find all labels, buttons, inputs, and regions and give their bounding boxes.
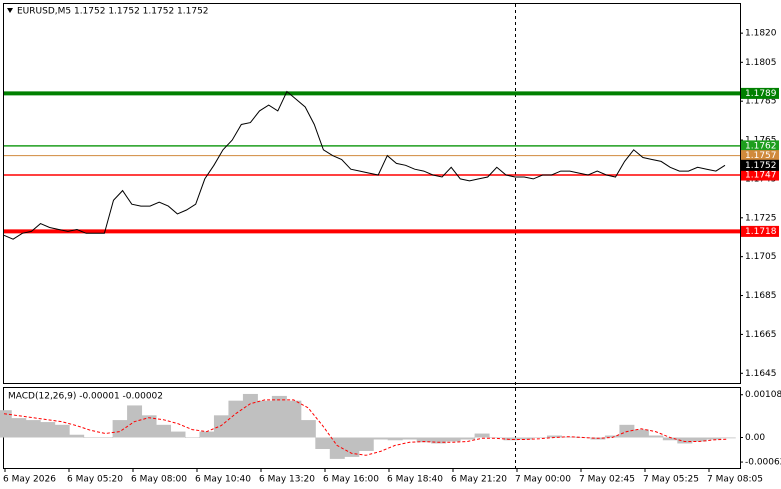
current-price-label: 1.1752 bbox=[745, 161, 777, 171]
y-tick-label: 1.1785 bbox=[745, 97, 777, 107]
macd-bar bbox=[474, 433, 490, 438]
current-price-box bbox=[741, 159, 779, 171]
macd-bar bbox=[199, 431, 215, 438]
macd-bar bbox=[445, 437, 461, 442]
chart-title: EURUSD,M5 1.1752 1.1752 1.1752 1.1752 bbox=[17, 7, 209, 17]
x-tick-label: 6 May 18:40 bbox=[387, 475, 443, 485]
macd-bar bbox=[271, 395, 287, 438]
macd-bar bbox=[69, 434, 85, 438]
menu-arrow[interactable] bbox=[7, 8, 13, 13]
macd-bar bbox=[170, 431, 186, 438]
y-tick-label: 1.1645 bbox=[745, 369, 777, 379]
macd-bar bbox=[257, 400, 273, 438]
x-tick-label: 6 May 13:20 bbox=[259, 475, 315, 485]
macd-bar bbox=[228, 400, 244, 438]
y-tick-label: 0.00108 bbox=[745, 390, 781, 400]
x-tick-label: 7 May 02:45 bbox=[579, 475, 635, 485]
level-label: 1.1789 bbox=[745, 89, 777, 99]
macd-bar bbox=[706, 437, 722, 440]
macd-bar bbox=[373, 437, 389, 440]
macd-bar bbox=[156, 424, 172, 438]
macd-bar bbox=[185, 437, 200, 439]
x-tick-label: 6 May 21:20 bbox=[451, 475, 507, 485]
macd-bar bbox=[402, 437, 418, 440]
y-tick-label: 1.1725 bbox=[745, 213, 777, 223]
y-tick-label: 1.1705 bbox=[745, 252, 777, 262]
macd-bar bbox=[416, 437, 432, 443]
level-label-box bbox=[741, 140, 779, 152]
x-tick-label: 6 May 16:00 bbox=[323, 475, 379, 485]
x-tick-label: 6 May 05:20 bbox=[67, 475, 123, 485]
macd-bar bbox=[286, 400, 302, 438]
level-label-box bbox=[741, 169, 779, 181]
signal-line bbox=[3, 399, 729, 456]
macd-bar bbox=[54, 424, 70, 438]
macd-bar bbox=[460, 437, 476, 440]
macd-bar bbox=[387, 437, 403, 441]
macd-bar bbox=[315, 437, 331, 449]
x-tick-label: 6 May 2026 bbox=[3, 475, 56, 485]
y-tick-label: -0.00062 bbox=[745, 458, 781, 468]
level-label-box bbox=[741, 150, 779, 162]
y-tick-label: 1.1805 bbox=[745, 58, 777, 68]
macd-bar bbox=[11, 418, 27, 438]
x-tick-label: 6 May 10:40 bbox=[195, 475, 251, 485]
macd-bar bbox=[547, 435, 562, 438]
macd-title: MACD(12,26,9) -0.00001 -0.00002 bbox=[8, 392, 163, 402]
level-label: 1.1718 bbox=[745, 227, 777, 237]
macd-bar bbox=[489, 437, 505, 439]
x-tick-label: 7 May 08:05 bbox=[707, 475, 763, 485]
macd-bar bbox=[532, 437, 548, 439]
y-tick-label: 1.1685 bbox=[745, 291, 777, 301]
macd-bar bbox=[344, 437, 360, 457]
price-line bbox=[3, 90, 726, 240]
y-tick-label: 1.1665 bbox=[745, 330, 777, 340]
macd-bar bbox=[300, 420, 316, 438]
macd-bar bbox=[0, 410, 12, 438]
macd-bar bbox=[518, 437, 534, 440]
macd-bar bbox=[677, 437, 693, 444]
level-label: 1.1747 bbox=[745, 171, 777, 181]
x-tick-label: 7 May 00:00 bbox=[515, 475, 571, 485]
level-label-box bbox=[741, 87, 779, 99]
macd-bar bbox=[242, 393, 258, 438]
macd-bar bbox=[648, 435, 664, 438]
level-label-box bbox=[741, 225, 779, 237]
x-tick-label: 7 May 05:25 bbox=[643, 475, 699, 485]
macd-bar bbox=[329, 437, 345, 459]
macd-bar bbox=[662, 437, 678, 441]
macd-bar bbox=[25, 420, 41, 438]
macd-bar bbox=[98, 437, 114, 439]
level-label: 1.1762 bbox=[745, 141, 777, 151]
macd-bar bbox=[213, 415, 229, 438]
y-tick-label: 1.1820 bbox=[745, 29, 777, 39]
macd-bar bbox=[358, 437, 374, 451]
macd-bar bbox=[40, 422, 56, 438]
x-tick-label: 6 May 08:00 bbox=[131, 475, 187, 485]
macd-bar bbox=[141, 415, 157, 438]
macd-bar bbox=[83, 437, 99, 439]
macd-bar bbox=[691, 437, 707, 442]
price-panel bbox=[3, 3, 741, 384]
level-label: 1.1757 bbox=[745, 151, 777, 161]
macd-bar bbox=[112, 420, 128, 438]
macd-bar bbox=[720, 437, 736, 439]
macd-bar bbox=[503, 437, 519, 441]
macd-bar bbox=[431, 437, 447, 444]
y-tick-label: 0.00 bbox=[745, 433, 765, 443]
macd-bar bbox=[604, 435, 620, 438]
macd-bar bbox=[633, 429, 649, 438]
